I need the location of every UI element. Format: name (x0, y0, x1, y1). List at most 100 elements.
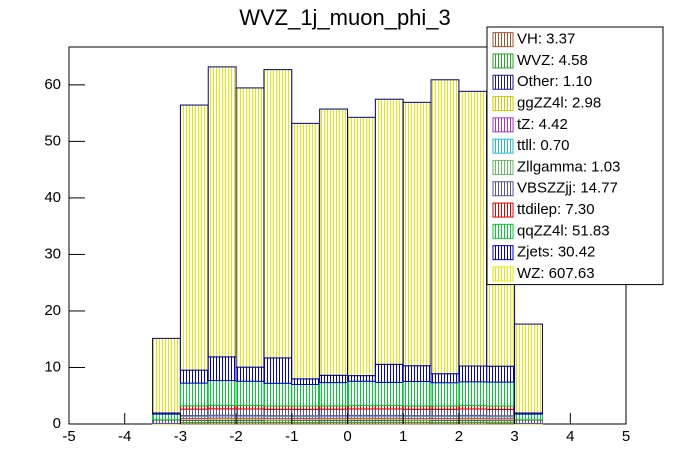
legend-label: WZ: 607.63 (517, 265, 595, 282)
legend-label: qqZZ4l: 51.83 (517, 222, 610, 239)
bar-segment (402, 408, 432, 417)
bar-segment (402, 365, 432, 383)
x-tick-label: 2 (455, 428, 463, 445)
bar-segment (179, 382, 209, 407)
bar-segment (486, 381, 516, 407)
bar-segment (207, 66, 237, 358)
legend-label: ttll: 0.70 (517, 137, 570, 154)
legend-swatch (492, 202, 514, 218)
bar-segment (319, 374, 348, 384)
x-tick-label: -2 (229, 428, 242, 445)
bar-segment (458, 90, 488, 367)
bar-segment (374, 408, 404, 416)
bar-segment (319, 382, 348, 407)
legend-label: Other: 1.10 (517, 73, 592, 90)
bar-segment (291, 405, 321, 410)
legend-label: WVZ: 4.58 (517, 52, 588, 69)
bar-segment (291, 408, 321, 417)
bar-segment (458, 408, 488, 416)
chart-title: WVZ_1j_muon_phi_3 (239, 5, 451, 30)
y-tick-label: 40 (44, 189, 61, 206)
bar-segment (514, 413, 543, 421)
bar-segment (402, 101, 432, 367)
bar-segment (430, 382, 460, 407)
bar-segment (347, 405, 376, 410)
legend-label: Zjets: 30.42 (517, 244, 595, 261)
bar-segment (347, 375, 376, 382)
y-tick-label: 10 (44, 358, 61, 375)
bar-segment (152, 337, 181, 414)
bar-segment (207, 380, 237, 406)
bar-segment (179, 408, 209, 417)
bar-segment (374, 98, 404, 365)
legend-swatch (492, 53, 514, 69)
bar-segment (430, 408, 460, 417)
bar-segment (486, 408, 516, 417)
bar-segment (486, 405, 516, 410)
bar-segment (458, 365, 488, 383)
bar-segment (486, 365, 516, 383)
bar-segment (207, 356, 237, 382)
bar-segment (319, 408, 348, 417)
bar-segment (152, 413, 181, 421)
legend-box (486, 26, 664, 286)
bar-segment (402, 405, 432, 410)
y-tick-label: 20 (44, 302, 61, 319)
legend-label: ttdilep: 7.30 (517, 201, 595, 218)
legend-label: Zllgamma: 1.03 (517, 158, 620, 175)
legend: VH: 3.37 WVZ: 4.58 Other: 1.10 ggZZ4l: 2.98… (486, 26, 664, 286)
bar-segment (179, 104, 209, 371)
bar-segment (291, 122, 321, 380)
bar-segment (374, 363, 404, 383)
bar-segment (430, 405, 460, 410)
x-tick-label: -4 (118, 428, 131, 445)
bar-segment (319, 405, 348, 410)
legend-swatch (492, 223, 514, 239)
legend-label: tZ: 4.42 (517, 116, 568, 133)
bar-segment (374, 381, 404, 407)
y-tick-label: 0 (53, 415, 61, 432)
bar-segment (347, 408, 376, 416)
bar-segment (347, 116, 376, 377)
bar-segment (402, 381, 432, 407)
bar-segment (430, 373, 460, 384)
bar-segment (152, 419, 181, 424)
legend-label: VBSZZjj: 14.77 (517, 180, 618, 197)
bar-segment (235, 87, 265, 368)
legend-swatch (492, 138, 514, 154)
bar-segment (458, 405, 488, 410)
legend-swatch (492, 181, 514, 197)
x-tick-label: 5 (622, 428, 630, 445)
legend-swatch (492, 266, 514, 282)
bar-segment (319, 108, 348, 376)
bar-segment (235, 380, 265, 407)
bar-segment (291, 378, 321, 385)
bar-segment (179, 369, 209, 384)
bar-segment (235, 405, 265, 410)
legend-swatch (492, 74, 514, 90)
x-tick-label: -5 (62, 428, 75, 445)
bar-segment (263, 357, 293, 384)
bar-segment (179, 405, 209, 410)
bar-segment (207, 408, 237, 416)
legend-swatch (492, 117, 514, 133)
x-tick-label: -3 (174, 428, 187, 445)
legend-swatch (492, 245, 514, 261)
bar-segment (263, 69, 293, 359)
x-tick-label: 4 (566, 428, 574, 445)
bar-segment (263, 408, 293, 417)
x-tick-label: -1 (285, 428, 298, 445)
x-tick-label: 0 (343, 428, 351, 445)
bar-segment (514, 323, 543, 414)
bar-segment (263, 405, 293, 410)
legend-label: VH: 3.37 (517, 31, 575, 48)
y-tick-label: 30 (44, 245, 61, 262)
y-tick-label: 50 (44, 132, 61, 149)
legend-swatch (492, 32, 514, 48)
bar-segment (458, 381, 488, 407)
legend-swatch (492, 96, 514, 112)
x-tick-label: 3 (510, 428, 518, 445)
bar-segment (263, 382, 293, 407)
bar-segment (430, 79, 460, 375)
bar-segment (347, 380, 376, 407)
